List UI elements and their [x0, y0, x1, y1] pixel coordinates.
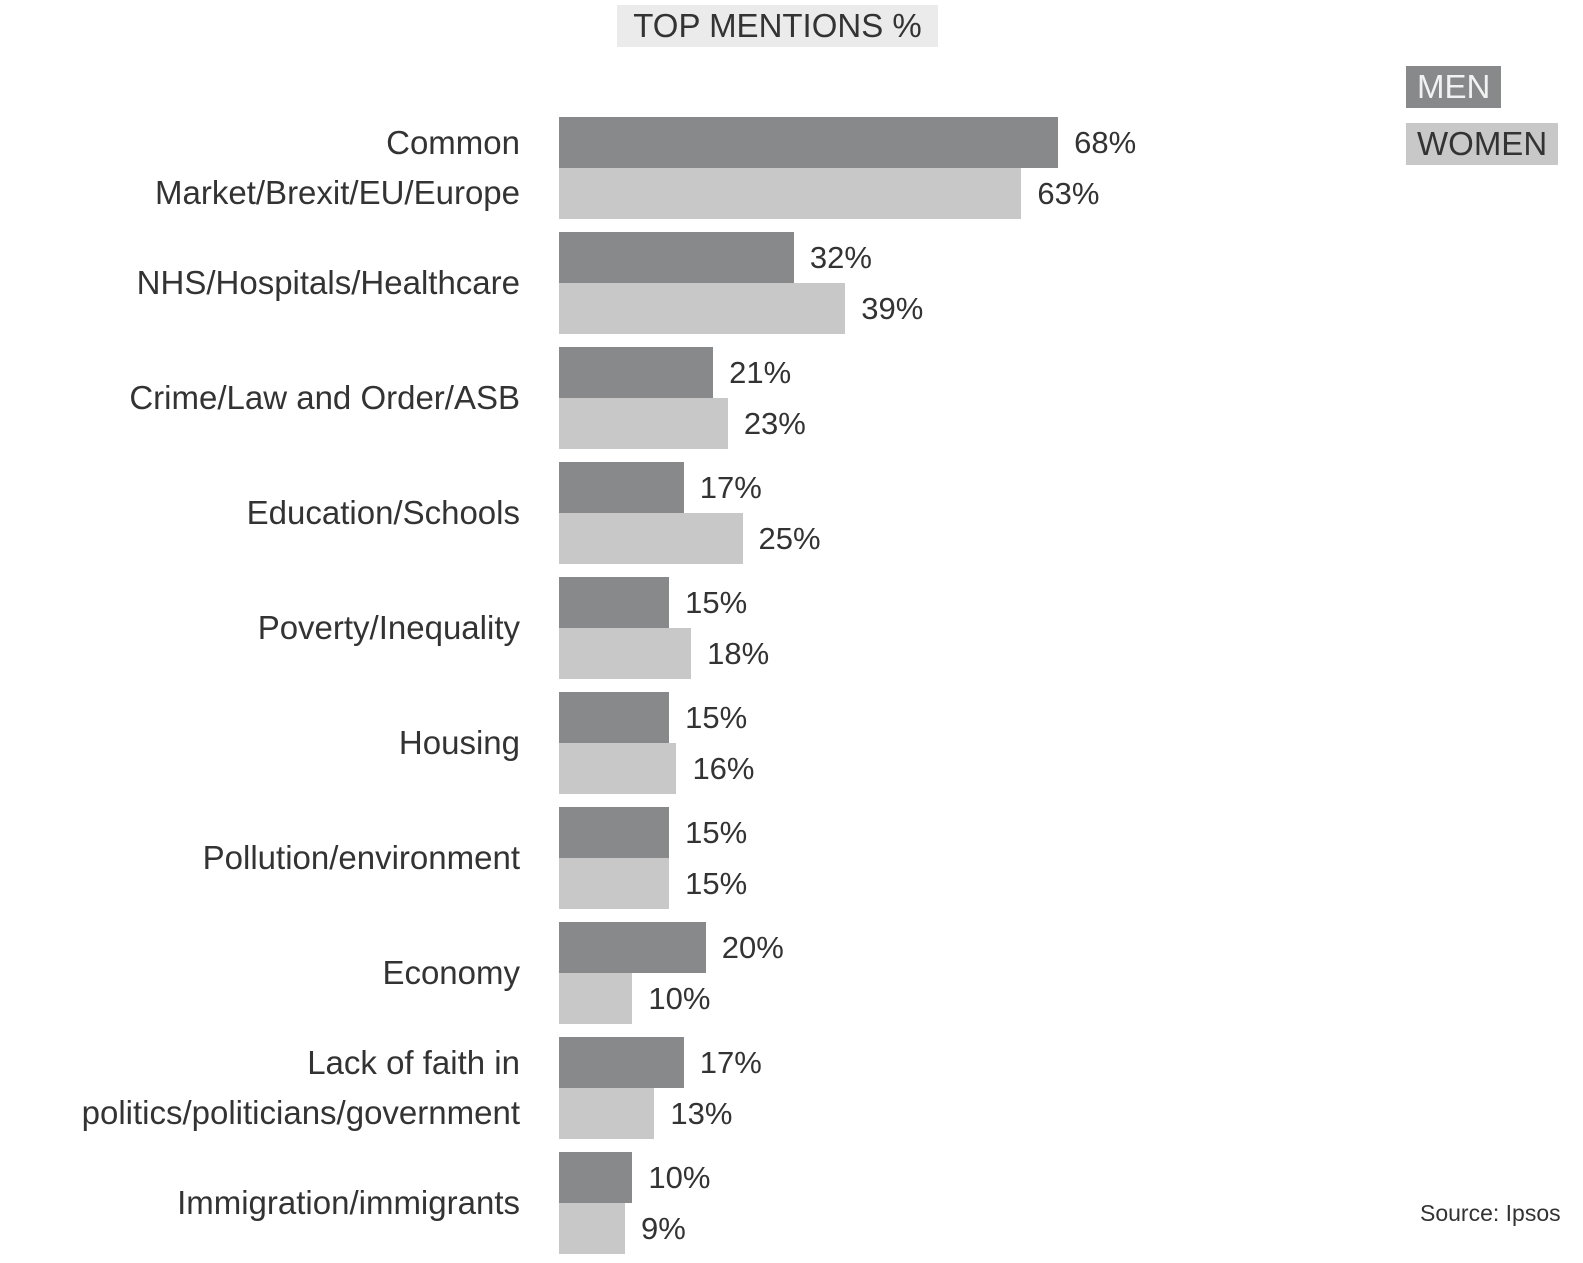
- bar: [559, 1152, 633, 1203]
- bar: [559, 398, 728, 449]
- bar: [559, 168, 1022, 219]
- category-label: Immigration/immigrants: [177, 1184, 520, 1221]
- value-label: 16%: [692, 751, 755, 786]
- bar: [559, 577, 670, 628]
- value-label: 25%: [758, 521, 821, 556]
- value-label: 15%: [685, 815, 748, 850]
- category-label: Lack of faith in politics/politicians/go…: [81, 1044, 520, 1131]
- value-label: 10%: [648, 981, 711, 1016]
- value-label: 17%: [699, 470, 762, 505]
- category-label: Economy: [382, 954, 520, 991]
- bar: [559, 743, 677, 794]
- value-label: 13%: [670, 1096, 733, 1131]
- value-label: 39%: [861, 291, 924, 326]
- bar: [559, 858, 670, 909]
- bar: [559, 283, 846, 334]
- value-label: 63%: [1037, 176, 1100, 211]
- value-label: 15%: [685, 866, 748, 901]
- bar: [559, 232, 794, 283]
- bar: [559, 1203, 626, 1254]
- value-label: 21%: [729, 355, 792, 390]
- value-label: 68%: [1074, 125, 1137, 160]
- value-label: 32%: [809, 240, 872, 275]
- value-label: 15%: [685, 700, 748, 735]
- value-label: 20%: [721, 930, 784, 965]
- bar: [559, 692, 670, 743]
- value-label: 18%: [707, 636, 770, 671]
- chart-title: TOP MENTIONS %: [617, 5, 938, 47]
- value-label: 17%: [699, 1045, 762, 1080]
- category-label: NHS/Hospitals/Healthcare: [136, 264, 520, 301]
- bar: [559, 513, 743, 564]
- bar: [559, 922, 706, 973]
- value-label: 10%: [648, 1160, 711, 1195]
- bar: [559, 347, 714, 398]
- bar: [559, 1037, 684, 1088]
- value-label: 23%: [743, 406, 806, 441]
- category-label: Housing: [398, 724, 520, 761]
- bar: [559, 117, 1059, 168]
- bar: [559, 973, 633, 1024]
- legend-entry: WOMEN: [1406, 123, 1559, 165]
- source-note: Source: Ipsos: [1420, 1200, 1561, 1226]
- value-label: 15%: [685, 585, 748, 620]
- category-label: Common Market/Brexit/EU/Europe: [155, 124, 520, 211]
- category-label: Crime/Law and Order/ASB: [129, 379, 520, 416]
- category-label: Education/Schools: [246, 494, 520, 531]
- bar: [559, 628, 692, 679]
- value-label: 9%: [641, 1211, 686, 1246]
- bar: [559, 462, 684, 513]
- bar: [559, 807, 670, 858]
- bar: [559, 1088, 655, 1139]
- category-label: Poverty/Inequality: [257, 609, 520, 646]
- category-label: Pollution/environment: [202, 839, 520, 876]
- legend-entry: MEN: [1406, 66, 1502, 108]
